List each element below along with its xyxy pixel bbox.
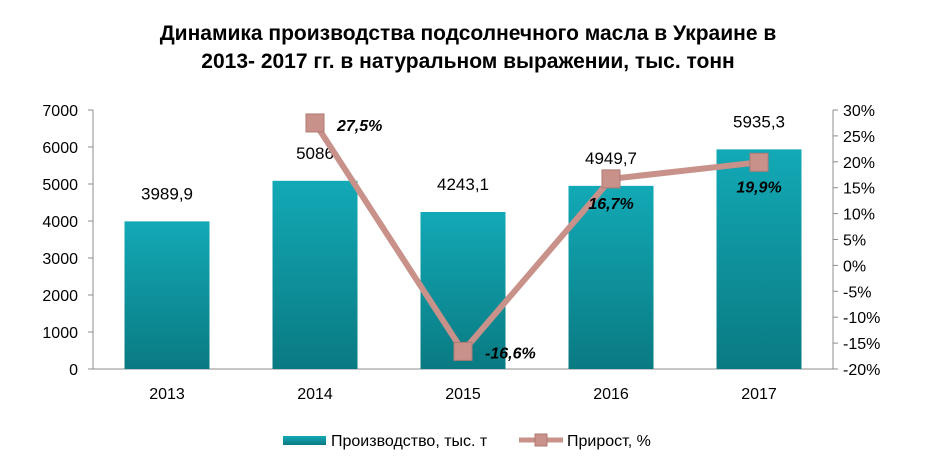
growth-label-2015: -16,6% bbox=[485, 345, 536, 362]
bar-series bbox=[124, 149, 802, 369]
left-axis-tick-label: 3000 bbox=[42, 251, 78, 268]
growth-marker-2015 bbox=[453, 341, 473, 361]
category-label-2015: 2015 bbox=[445, 386, 481, 403]
left-axis-tick-label: 0 bbox=[69, 362, 78, 379]
line-series bbox=[305, 113, 769, 361]
right-axis-tick-label: 15% bbox=[843, 181, 875, 198]
category-label-2016: 2016 bbox=[593, 386, 629, 403]
legend-label-growth: Прирост, % bbox=[567, 433, 651, 450]
bar-label-2017: 5935,3 bbox=[733, 112, 785, 131]
left-axis-tick-label: 5000 bbox=[42, 177, 78, 194]
line-data-labels: 27,5% -16,6% 16,7% 19,9% bbox=[336, 118, 782, 362]
bar-data-labels: 3989,9 5086 4243,1 4949,7 5935,3 bbox=[141, 112, 785, 203]
right-axis-tick-label: 0% bbox=[843, 258, 866, 275]
x-axis-categories: 2013 2014 2015 2016 2017 bbox=[149, 386, 777, 403]
bar-label-2013: 3989,9 bbox=[141, 184, 193, 203]
bar-2014 bbox=[272, 180, 358, 369]
legend-swatch-production bbox=[283, 436, 326, 445]
chart-title-line-2: 2013- 2017 гг. в натуральном выражении, … bbox=[201, 50, 734, 73]
bar-label-2016: 4949,7 bbox=[585, 149, 637, 168]
right-axis-tick-label: -10% bbox=[843, 310, 880, 327]
growth-marker-2014 bbox=[305, 113, 325, 133]
bar-2017 bbox=[716, 149, 802, 369]
left-axis-tick-label: 4000 bbox=[42, 214, 78, 231]
category-label-2014: 2014 bbox=[297, 386, 333, 403]
right-axis-tick-label: 25% bbox=[843, 129, 875, 146]
bar-label-2015: 4243,1 bbox=[437, 175, 489, 194]
right-axis-tick-label: 20% bbox=[843, 155, 875, 172]
right-axis-tick-label: -5% bbox=[843, 284, 871, 301]
bar-label-2014: 5086 bbox=[296, 144, 334, 163]
right-axis-tick-label: 30% bbox=[843, 103, 875, 120]
growth-label-2016: 16,7% bbox=[588, 196, 633, 213]
left-axis-tick-label: 6000 bbox=[42, 140, 78, 157]
left-axis-tick-label: 1000 bbox=[42, 325, 78, 342]
legend-label-production: Производство, тыс. т bbox=[331, 433, 488, 450]
category-label-2017: 2017 bbox=[741, 386, 777, 403]
category-label-2013: 2013 bbox=[149, 386, 185, 403]
bar-2013 bbox=[124, 221, 210, 369]
legend: Производство, тыс. т Прирост, % bbox=[283, 433, 651, 450]
right-axis-tick-label: -15% bbox=[843, 336, 880, 353]
chart-title-line-1: Динамика производства подсолнечного масл… bbox=[160, 22, 777, 45]
growth-line bbox=[312, 121, 760, 355]
left-axis-tick-label: 7000 bbox=[42, 103, 78, 120]
growth-marker-2017 bbox=[749, 152, 769, 172]
right-y-axis: -20% -15% -10% -5% 0% 5% 10% 15% 20% 25% 30% bbox=[832, 103, 880, 379]
legend-swatch-growth-marker bbox=[534, 433, 548, 447]
left-axis-tick-label: 2000 bbox=[42, 288, 78, 305]
growth-label-2014: 27,5% bbox=[336, 118, 382, 135]
growth-label-2017: 19,9% bbox=[736, 179, 781, 196]
growth-marker-2016 bbox=[601, 169, 621, 189]
right-axis-tick-label: 5% bbox=[843, 233, 866, 250]
right-axis-tick-label: 10% bbox=[843, 207, 875, 224]
right-axis-tick-label: -20% bbox=[843, 362, 880, 379]
